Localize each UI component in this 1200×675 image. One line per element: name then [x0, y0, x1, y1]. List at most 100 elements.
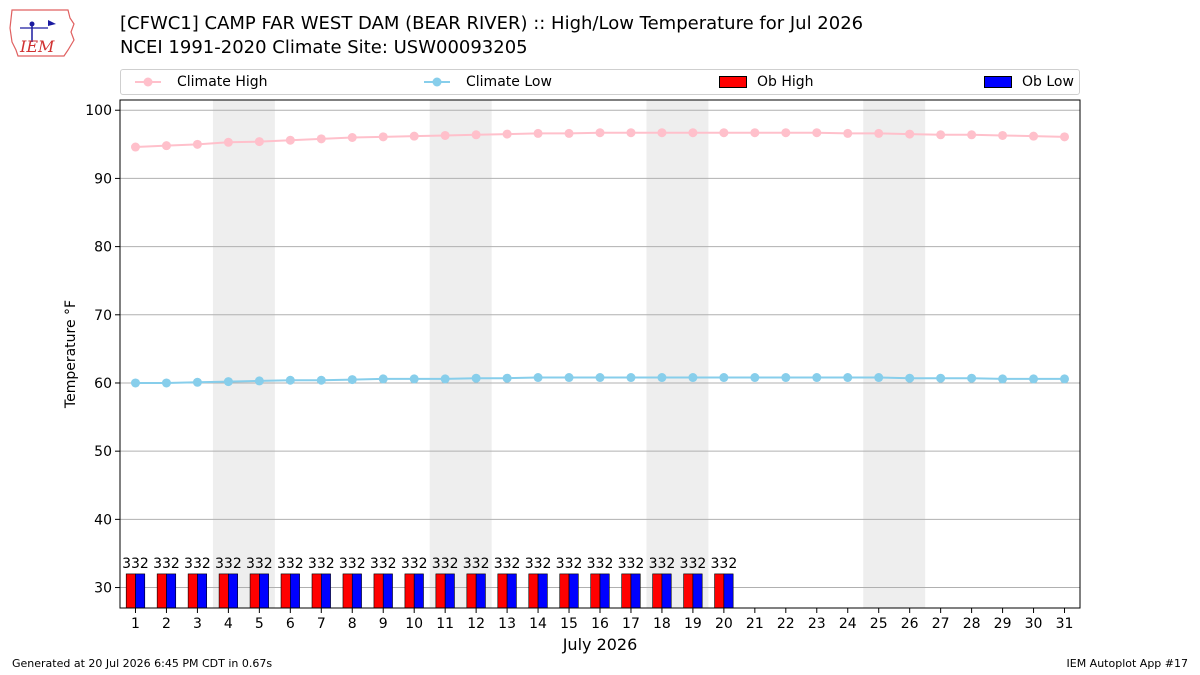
bar-data-label: 332	[649, 556, 676, 572]
climate-low-point	[161, 378, 171, 388]
climate-high-point	[967, 130, 977, 140]
bar-data-label: 332	[215, 556, 242, 572]
legend-item-ob-low: Ob Low	[984, 70, 1074, 94]
bar-ob-low	[259, 573, 269, 609]
climate-low-point	[967, 373, 977, 383]
bar-ob-high	[342, 573, 353, 609]
bar-ob-high	[156, 573, 167, 609]
bar-ob-high	[311, 573, 322, 609]
bar-ob-low	[568, 573, 579, 609]
bar-ob-low	[413, 573, 424, 609]
climate-high-point	[843, 128, 853, 138]
y-tick-label: 60	[94, 376, 112, 392]
bar-ob-high	[187, 573, 198, 609]
iem-logo: IEM	[9, 9, 75, 57]
climate-low-point	[843, 373, 853, 383]
climate-low-point	[781, 373, 791, 383]
weekend-shade	[429, 100, 492, 608]
x-tick-label: 22	[777, 616, 795, 632]
climate-low-point	[440, 374, 450, 384]
x-tick-label: 17	[622, 616, 640, 632]
bar-ob-low	[290, 573, 300, 609]
x-tick-label: 11	[436, 616, 454, 632]
climate-high-point	[533, 128, 543, 138]
climate-high-point	[1029, 131, 1039, 141]
climate-low-point	[254, 376, 264, 386]
bar-ob-high	[714, 573, 725, 609]
bar-data-label: 332	[339, 556, 366, 572]
climate-low-point	[378, 374, 388, 384]
x-tick-label: 9	[379, 616, 388, 632]
bar-data-label: 332	[308, 556, 335, 572]
bar-ob-low	[197, 573, 208, 609]
bar-ob-high	[466, 573, 477, 609]
y-tick-label: 100	[85, 103, 112, 119]
climate-high-point	[750, 128, 760, 138]
footer-generated-text: Generated at 20 Jul 2026 6:45 PM CDT in …	[12, 657, 273, 670]
climate-high-point	[161, 141, 171, 151]
climate-low-point	[564, 373, 574, 383]
x-tick-label: 8	[348, 616, 357, 632]
x-tick-label: 23	[808, 616, 826, 632]
climate-high-point	[626, 128, 636, 138]
chart-legend: Climate High Climate Low Ob High Ob Low	[120, 69, 1080, 95]
climate-high-point	[285, 135, 295, 145]
x-tick-label: 19	[684, 616, 702, 632]
bar-ob-high	[621, 573, 632, 609]
climate-high-point	[905, 129, 915, 139]
climate-low-point	[657, 373, 667, 383]
climate-low-point	[285, 375, 295, 385]
bar-data-label: 332	[494, 556, 521, 572]
climate-high-point	[502, 129, 512, 139]
bar-data-label: 332	[277, 556, 304, 572]
legend-item-climate-high: Climate High	[135, 70, 268, 94]
climate-low-point	[471, 373, 481, 383]
bar-ob-low	[351, 573, 362, 609]
legend-label: Climate Low	[466, 74, 552, 90]
climate-low-point	[719, 373, 729, 383]
legend-label: Ob High	[757, 74, 814, 90]
climate-low-point	[502, 373, 512, 383]
bar-data-label: 332	[401, 556, 428, 572]
climate-low-point	[130, 378, 140, 388]
climate-high-point	[657, 128, 667, 138]
bar-data-label: 332	[680, 556, 707, 572]
climate-high-point	[1060, 132, 1070, 142]
chart-subtitle: NCEI 1991-2020 Climate Site: USW00093205	[120, 37, 528, 58]
y-tick-label: 50	[94, 444, 112, 460]
climate-high-point	[192, 139, 202, 149]
y-tick-label: 70	[94, 308, 112, 324]
x-tick-label: 25	[870, 616, 888, 632]
bar-ob-low	[135, 573, 146, 609]
climate-high-point	[936, 130, 946, 140]
bar-ob-low	[166, 573, 177, 609]
climate-low-point	[905, 373, 915, 383]
x-tick-label: 15	[560, 616, 578, 632]
legend-label: Ob Low	[1022, 74, 1074, 90]
y-tick-label: 80	[94, 240, 112, 256]
bar-ob-high	[590, 573, 601, 609]
climate-low-point	[223, 377, 233, 387]
climate-high-point	[781, 128, 791, 138]
climate-low-point	[347, 375, 357, 385]
climate-high-point	[471, 130, 481, 140]
y-tick-label: 90	[94, 171, 112, 187]
climate-low-point	[936, 373, 946, 383]
climate-high-point	[378, 132, 388, 142]
weekend-shade	[212, 100, 275, 608]
climate-high-point	[254, 137, 264, 147]
climate-low-point	[874, 373, 884, 383]
y-tick-label: 30	[94, 581, 112, 597]
x-tick-label: 3	[193, 616, 202, 632]
x-tick-label: 26	[901, 616, 919, 632]
bar-ob-low	[537, 573, 548, 609]
bar-ob-low	[723, 573, 734, 609]
x-tick-label: 24	[839, 616, 857, 632]
x-tick-label: 16	[591, 616, 609, 632]
climate-high-point	[440, 130, 450, 140]
footer-app-label: IEM Autoplot App #17	[1066, 657, 1189, 670]
climate-low-point	[626, 373, 636, 383]
climate-low-point	[316, 375, 326, 385]
x-tick-label: 4	[224, 616, 233, 632]
x-tick-label: 1	[131, 616, 140, 632]
